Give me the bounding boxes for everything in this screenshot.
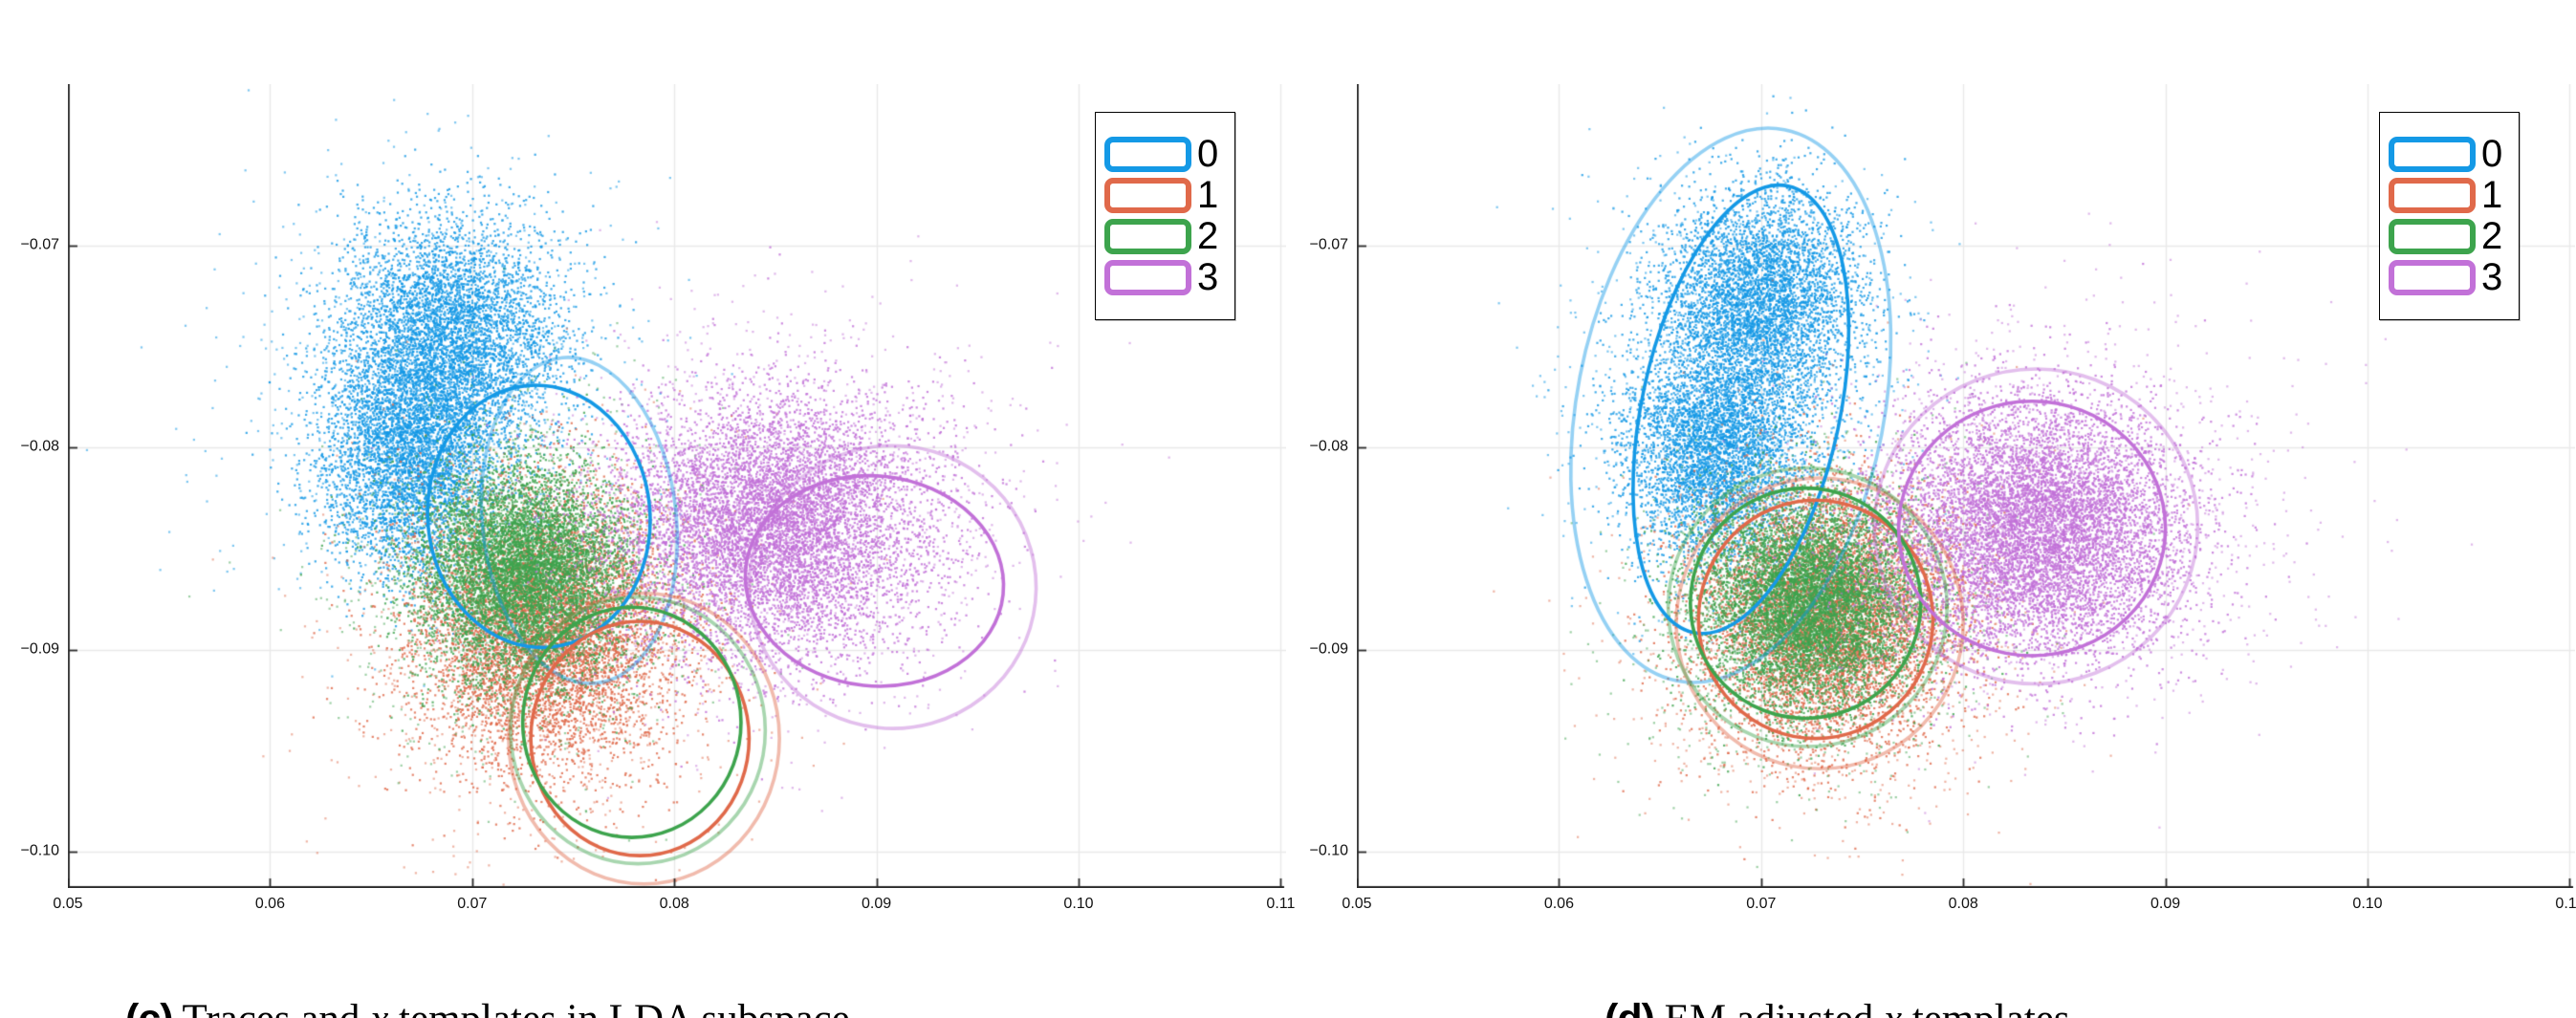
legend-label: 3 [2481,256,2503,298]
legend-label: 1 [1197,174,1219,216]
y-tick-label: −0.10 [1309,842,1348,859]
legend-label: 0 [1197,133,1219,175]
caption-d-math-x: x [1884,997,1902,1018]
x-tick-label: 0.06 [254,896,285,912]
x-tick-label: 0.11 [2555,896,2576,912]
legend-swatch-blue [1104,136,1191,172]
legend-swatch-orange [2389,177,2476,213]
caption-c-label: (c) [125,996,174,1018]
legend-label: 3 [1197,256,1219,298]
legend-entry-3: 3 [1096,257,1234,298]
x-tick-label: 0.11 [1266,896,1296,912]
y-tick-label: −0.08 [1309,438,1348,455]
legend-entry-2: 2 [1096,216,1234,257]
legend-entry-3: 3 [2380,257,2519,298]
caption-d: (d) EM adjusted x templates. [1563,949,2080,1018]
legend-swatch-orange [1104,177,1191,213]
legend-swatch-blue [2389,136,2476,172]
legend-label: 2 [1197,215,1219,257]
legend-swatch-purple [2389,259,2476,295]
legend-entry-1: 1 [2380,175,2519,216]
x-tick-label: 0.05 [53,896,83,912]
y-tick-label: −0.08 [20,438,59,455]
x-tick-label: 0.10 [2352,896,2383,912]
caption-c-math-x: x [370,997,388,1018]
y-tick-label: −0.09 [1309,640,1348,658]
x-tick-label: 0.10 [1063,896,1094,912]
scatter-plot-c-canvas [68,84,1286,888]
legend-label: 1 [2481,174,2503,216]
x-tick-label: 0.08 [659,896,689,912]
y-tick-label: −0.07 [20,236,59,253]
legend-entry-1: 1 [1096,175,1234,216]
caption-d-text-post: templates. [1902,997,2081,1018]
x-tick-label: 0.05 [1342,896,1372,912]
y-tick-label: −0.07 [1309,236,1348,253]
caption-c: (c) Traces and x templates in LDA subspa… [84,949,860,1018]
caption-d-text-pre: EM adjusted [1654,997,1884,1018]
legend-entry-0: 0 [2380,134,2519,175]
legend-swatch-purple [1104,259,1191,295]
legend-entry-2: 2 [2380,216,2519,257]
legend-swatch-green [1104,218,1191,254]
x-tick-label: 0.07 [1746,896,1777,912]
x-tick-label: 0.08 [1948,896,1978,912]
y-tick-label: −0.09 [20,640,59,658]
x-tick-label: 0.09 [862,896,892,912]
legend-swatch-green [2389,218,2476,254]
legend-label: 2 [2481,215,2503,257]
scatter-plot-d-canvas [1357,84,2575,888]
caption-d-label: (d) [1605,996,1655,1018]
caption-c-text-pre: Traces and [173,997,371,1018]
x-tick-label: 0.06 [1543,896,1574,912]
x-tick-label: 0.09 [2150,896,2181,912]
legend-entry-0: 0 [1096,134,1234,175]
x-tick-label: 0.07 [457,896,488,912]
legend-label: 0 [2481,133,2503,175]
caption-c-text-post: templates in LDA subspace. [388,997,860,1018]
y-tick-label: −0.10 [20,842,59,859]
